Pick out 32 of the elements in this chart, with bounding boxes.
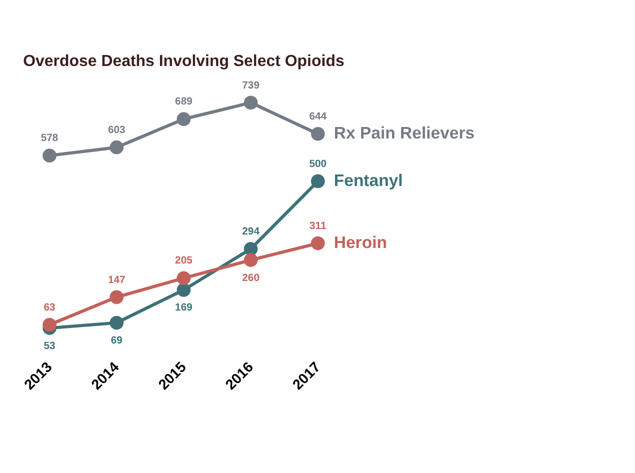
data-label: 294 [242,226,260,238]
point [176,271,191,286]
data-label: 500 [309,158,327,170]
series-label: Heroin [334,233,387,252]
data-label: 578 [40,133,58,144]
point [110,316,124,330]
point [110,140,124,154]
series-label: Fentanyl [334,170,403,190]
data-label: 739 [242,80,260,92]
point [244,96,258,110]
point [176,112,191,126]
point [110,290,124,304]
point [310,174,325,188]
chart-title: Overdose Deaths Involving Select Opioids [23,52,344,70]
point [42,148,56,162]
point [310,236,325,250]
data-label: 69 [110,336,123,347]
data-label: 205 [175,256,193,267]
data-label: 169 [175,302,193,314]
data-label: 689 [175,96,193,108]
point [244,253,258,267]
point [310,126,325,141]
data-label: 53 [44,340,56,352]
point [42,318,56,332]
data-label: 63 [44,302,56,314]
point [176,283,191,297]
data-label: 311 [310,220,326,232]
data-label: 603 [108,124,126,136]
data-label: 260 [242,272,260,284]
data-label: 147 [108,274,126,286]
series-label: Rx Pain Relievers [334,124,475,143]
data-label: 644 [309,112,327,123]
